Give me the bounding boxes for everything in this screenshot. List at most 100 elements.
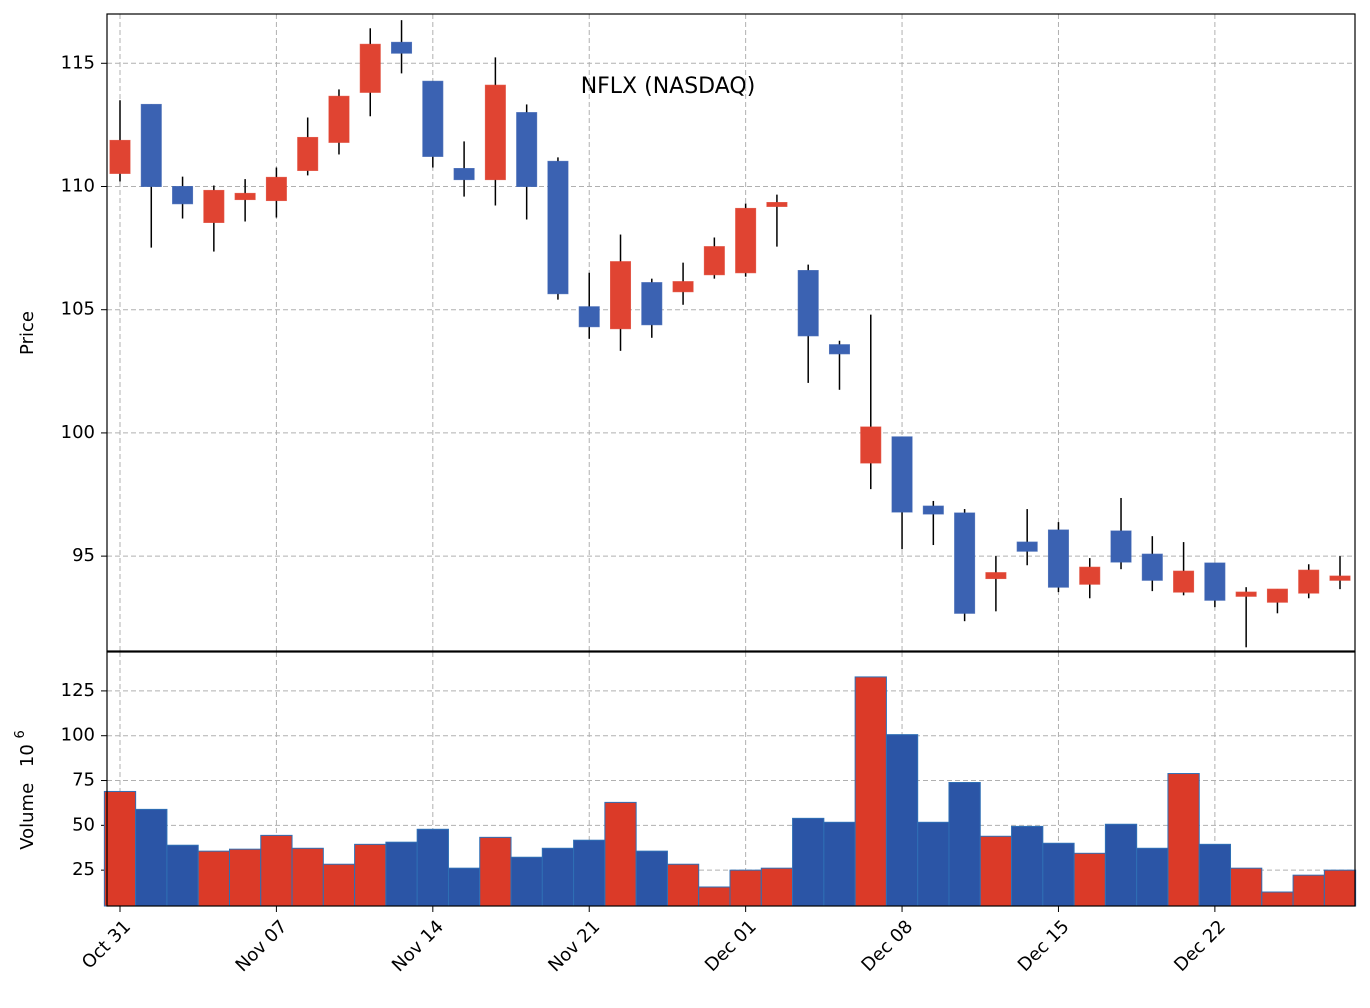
volume-bar bbox=[760, 867, 794, 907]
volume-bar bbox=[510, 856, 543, 907]
volume-bar bbox=[666, 863, 700, 907]
candle-body bbox=[172, 185, 194, 205]
candle-body bbox=[140, 103, 162, 187]
volume-bar bbox=[479, 836, 512, 907]
x-tick-label: Nov 07 bbox=[232, 916, 292, 976]
candle-body bbox=[672, 281, 694, 293]
volume-bar bbox=[1198, 843, 1232, 907]
y-tick-label: 50 bbox=[72, 814, 95, 835]
candle-body bbox=[735, 207, 757, 274]
x-tick-label: Nov 21 bbox=[544, 916, 604, 976]
candle-body bbox=[391, 41, 413, 54]
candle-body bbox=[703, 246, 725, 276]
candle-body bbox=[828, 344, 850, 355]
volume-bar bbox=[604, 801, 637, 907]
volume-bar bbox=[885, 734, 919, 907]
y-tick-label: 115 bbox=[61, 52, 95, 73]
plot-frame bbox=[106, 13, 1356, 652]
volume-bar bbox=[1136, 847, 1169, 907]
x-tick-label: Dec 01 bbox=[701, 916, 761, 976]
volume-bar bbox=[635, 850, 668, 907]
candle-body bbox=[297, 136, 319, 171]
candle-body bbox=[453, 168, 475, 181]
candle-body bbox=[359, 43, 381, 93]
volume-bar bbox=[729, 869, 762, 907]
volume-bar bbox=[1042, 842, 1075, 907]
y-tick-label: 100 bbox=[61, 422, 95, 443]
volume-bar bbox=[1104, 823, 1138, 907]
volume-bar bbox=[1323, 869, 1357, 907]
x-tick-label: Nov 14 bbox=[388, 916, 448, 976]
y-tick-label: 105 bbox=[61, 299, 95, 320]
y-tick-label: 110 bbox=[61, 175, 95, 196]
volume-bar bbox=[322, 863, 356, 907]
volume-bar bbox=[1261, 891, 1294, 907]
candle-body bbox=[1047, 529, 1069, 588]
candle-body bbox=[1204, 562, 1226, 601]
candle-body bbox=[954, 512, 976, 614]
candle-body bbox=[922, 505, 944, 515]
volume-bar bbox=[541, 847, 575, 907]
candle-body bbox=[265, 176, 287, 202]
volume-bar bbox=[260, 834, 293, 907]
candle-body bbox=[610, 261, 632, 330]
candle-body bbox=[860, 426, 882, 464]
candle-body bbox=[797, 270, 819, 337]
volume-bar bbox=[917, 821, 950, 907]
y-tick-label: 25 bbox=[72, 859, 95, 880]
candle-body bbox=[1329, 575, 1351, 581]
volume-bar bbox=[447, 867, 481, 907]
candle-body bbox=[578, 306, 600, 328]
candle-body bbox=[328, 95, 350, 143]
chart-title: NFLX (NASDAQ) bbox=[581, 74, 756, 99]
candle-body bbox=[1110, 530, 1132, 563]
volume-axis-label: Volume 10 6 bbox=[13, 730, 39, 850]
candle-body bbox=[641, 282, 663, 326]
candle-body bbox=[203, 189, 225, 223]
candle-body bbox=[547, 160, 569, 295]
volume-bar bbox=[979, 835, 1013, 907]
y-tick-label: 100 bbox=[61, 725, 95, 746]
x-tick-label: Dec 08 bbox=[857, 916, 917, 976]
x-tick-label: Oct 31 bbox=[78, 916, 135, 973]
y-axis-label: Price bbox=[17, 311, 38, 355]
candle-body bbox=[516, 112, 538, 187]
volume-bar bbox=[1167, 773, 1200, 907]
candle-body bbox=[766, 202, 788, 207]
volume-bar bbox=[103, 790, 137, 907]
volume-bar bbox=[854, 676, 887, 907]
candle-body bbox=[1266, 588, 1288, 603]
y-tick-label: 95 bbox=[72, 545, 95, 566]
candle-body bbox=[1141, 553, 1163, 581]
volume-bar bbox=[1011, 825, 1044, 907]
candle-body bbox=[1173, 570, 1195, 593]
volume-bar bbox=[573, 839, 606, 907]
volume-bar bbox=[698, 886, 731, 907]
y-tick-label: 75 bbox=[72, 770, 95, 791]
volume-bar bbox=[416, 828, 449, 907]
volume-bar bbox=[385, 841, 418, 907]
volume-bar bbox=[354, 843, 387, 907]
candle-body bbox=[422, 80, 444, 157]
candle-body bbox=[1016, 541, 1038, 552]
volume-scale-exponent: 6 bbox=[13, 730, 28, 738]
candle-body bbox=[1298, 569, 1320, 594]
volume-bar bbox=[197, 850, 230, 907]
candle-body bbox=[985, 572, 1007, 580]
volume-bar bbox=[948, 781, 981, 907]
volume-bar bbox=[823, 821, 856, 907]
volume-bar bbox=[291, 847, 324, 907]
volume-bar bbox=[166, 844, 199, 907]
volume-bar bbox=[135, 808, 168, 907]
volume-label: Volume bbox=[17, 783, 38, 850]
y-tick-label: 125 bbox=[61, 680, 95, 701]
volume-bar bbox=[792, 817, 825, 907]
x-tick-label: Dec 22 bbox=[1170, 916, 1230, 976]
volume-bar bbox=[1292, 874, 1325, 907]
volume-bar bbox=[1073, 852, 1106, 907]
volume-bar bbox=[228, 848, 262, 907]
candle-body bbox=[1079, 566, 1101, 585]
candle-body bbox=[484, 84, 506, 181]
volume-scale: 10 bbox=[17, 744, 38, 767]
